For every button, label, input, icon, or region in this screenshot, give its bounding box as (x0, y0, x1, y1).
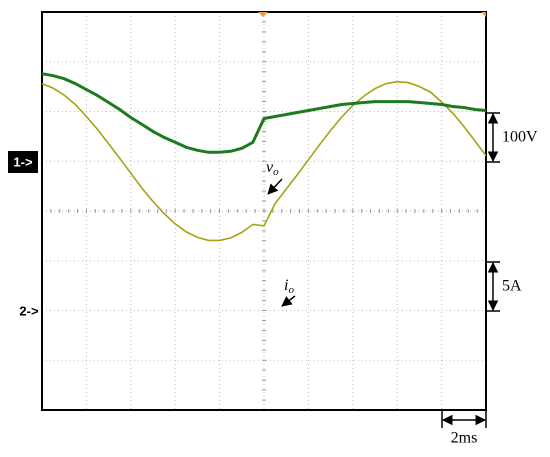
voltage-scale: 100V (502, 129, 538, 146)
traces (41, 72, 487, 242)
waveform (41, 72, 487, 154)
time-scale: 2ms (451, 430, 478, 447)
channel-2-label: 2-> (19, 303, 39, 318)
channel-1-label: 1-> (13, 154, 33, 169)
io-label: io (284, 277, 294, 296)
io-sub: o (288, 284, 294, 296)
grid (41, 11, 487, 411)
scale-brackets (267, 112, 500, 428)
trigger-marker (481, 12, 486, 17)
vo-main: v (266, 159, 274, 176)
channel-1-box (8, 151, 38, 173)
vo-sub: o (273, 166, 279, 178)
vo-label: vo (266, 159, 279, 178)
io-main: i (284, 277, 288, 294)
waveform (41, 80, 487, 242)
trigger-marker (258, 12, 268, 17)
current-scale: 5A (502, 278, 522, 295)
